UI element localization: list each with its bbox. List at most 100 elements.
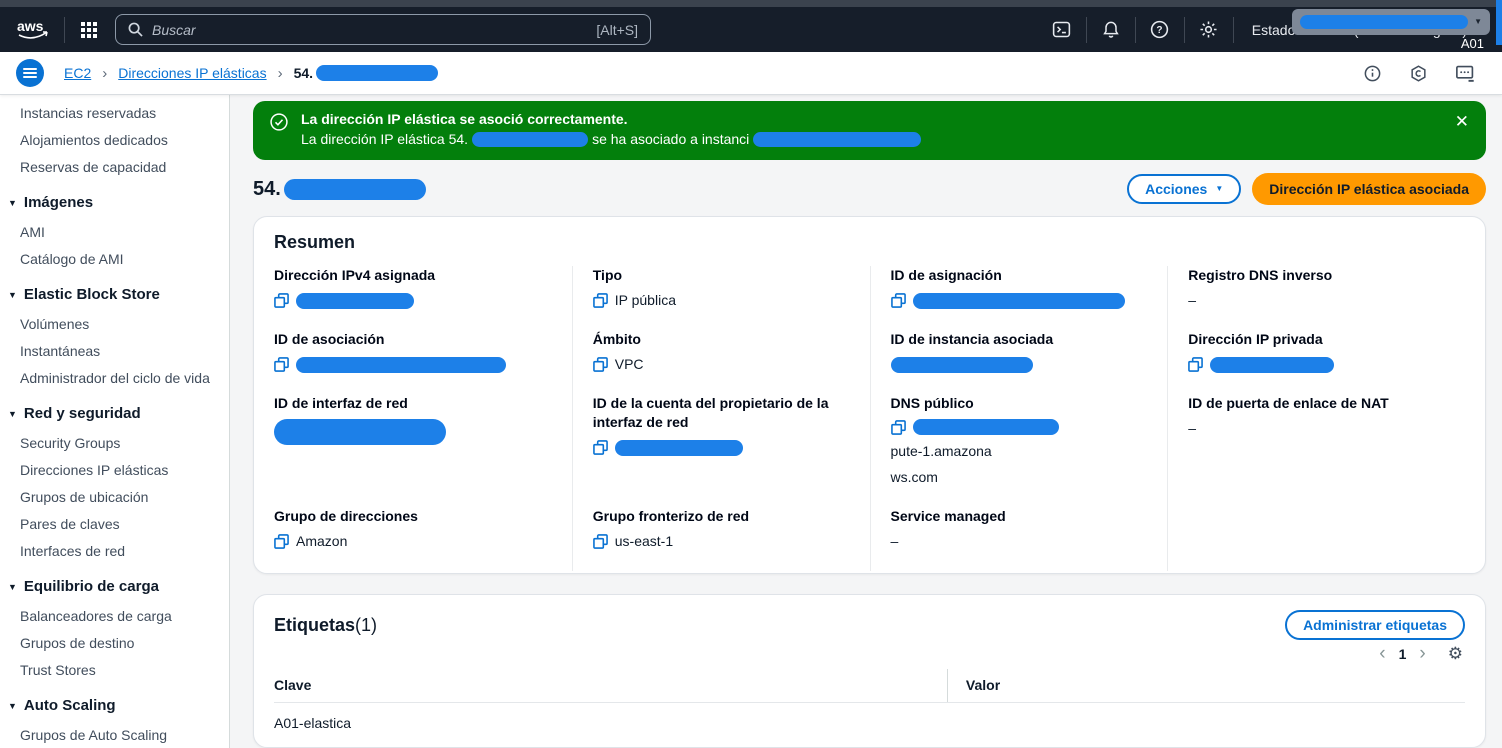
- sidebar-item-security-groups[interactable]: Security Groups: [20, 434, 121, 451]
- svg-text:aws: aws: [17, 18, 44, 34]
- chevron-down-icon: ▼: [8, 290, 17, 300]
- chevron-down-icon: ▼: [1215, 184, 1224, 193]
- copy-icon[interactable]: [274, 534, 289, 549]
- divider: [1183, 16, 1185, 43]
- associated-status-button[interactable]: Dirección IP elástica asociada: [1252, 173, 1486, 205]
- copy-icon[interactable]: [592, 440, 608, 455]
- tags-card: Etiquetas(1) Administrar etiquetas ‹ 1 ›…: [253, 594, 1486, 748]
- sidebar-section-images[interactable]: ▼ Imágenes: [8, 194, 94, 211]
- sidebar-item-reserved-instances[interactable]: Instancias reservadas: [20, 104, 157, 121]
- search-shortcut: [Alt+S]: [596, 21, 638, 38]
- copy-icon[interactable]: [890, 293, 906, 308]
- cloud-hexagon-icon[interactable]: [1409, 64, 1428, 83]
- sidebar-item-key-pairs[interactable]: Pares de claves: [20, 515, 120, 532]
- breadcrumb-link-ec2[interactable]: EC2: [64, 65, 92, 81]
- breadcrumb-current: 54.: [294, 65, 439, 81]
- account-code: A01: [1460, 36, 1484, 51]
- close-icon[interactable]: ✕: [1454, 112, 1469, 131]
- services-grid-icon[interactable]: [77, 21, 101, 39]
- sidebar-item-target-groups[interactable]: Grupos de destino: [20, 634, 135, 651]
- summary-card: Resumen Dirección IPv4 asignada Tipo IP …: [253, 216, 1486, 574]
- sidebar-item-ami-catalog[interactable]: Catálogo de AMI: [20, 250, 124, 267]
- sidebar-item-lifecycle-manager[interactable]: Administrador del ciclo de vida: [20, 369, 210, 386]
- search-input[interactable]: Buscar [Alt+S]: [115, 14, 651, 45]
- redaction-scribble: [283, 178, 426, 200]
- tag-value: [947, 703, 1465, 737]
- page-number[interactable]: 1: [1398, 645, 1407, 662]
- actions-button[interactable]: Acciones ▼: [1127, 174, 1242, 204]
- sidebar-toggle-hamburger-icon[interactable]: [16, 59, 44, 87]
- sidebar-section-load-balancing[interactable]: ▼ Equilibrio de carga: [8, 578, 159, 595]
- tags-table: Clave Valor A01-elastica: [274, 669, 1465, 737]
- sidebar-section-auto-scaling[interactable]: ▼ Auto Scaling: [8, 697, 116, 714]
- redaction-scribble: [296, 356, 506, 373]
- sidebar-item-snapshots[interactable]: Instantáneas: [20, 342, 101, 359]
- chevron-down-icon: ▼: [8, 198, 17, 208]
- sidebar-item-placement-groups[interactable]: Grupos de ubicación: [20, 488, 149, 505]
- table-settings-gear-icon[interactable]: ⚙: [1447, 644, 1463, 663]
- breadcrumb-link-elastic-ips[interactable]: Direcciones IP elásticas: [118, 65, 267, 81]
- redaction-scribble: [1300, 15, 1469, 29]
- divider: [64, 16, 65, 43]
- copy-icon[interactable]: [592, 357, 608, 372]
- redaction-scribble: [753, 132, 922, 147]
- sidebar-item-dedicated-hosts[interactable]: Alojamientos dedicados: [20, 131, 168, 148]
- copy-icon[interactable]: [592, 293, 608, 308]
- redaction-scribble: [274, 419, 446, 445]
- aws-logo[interactable]: aws: [14, 17, 52, 43]
- field-allocation-id: ID de asignación: [869, 266, 1168, 330]
- redaction-scribble: [1210, 356, 1335, 373]
- browser-top-strip: [0, 0, 1502, 7]
- svg-text:?: ?: [1157, 25, 1163, 36]
- sidebar-item-trust-stores[interactable]: Trust Stores: [20, 661, 96, 678]
- table-row: A01-elastica: [274, 703, 1465, 737]
- cloudshell-icon[interactable]: [1050, 19, 1074, 40]
- chevron-down-icon: ▼: [8, 701, 17, 711]
- redaction-scribble: [1496, 0, 1502, 45]
- copy-icon[interactable]: [274, 357, 289, 372]
- tag-key: A01-elastica: [274, 715, 352, 731]
- divider: [1232, 16, 1234, 43]
- ec2-sidebar-nav: Instancias reservadas Alojamientos dedic…: [0, 95, 230, 748]
- sidebar-item-elastic-ips[interactable]: Direcciones IP elásticas: [20, 461, 169, 478]
- redaction-scribble: [614, 439, 743, 456]
- sidebar-item-load-balancers[interactable]: Balanceadores de carga: [20, 607, 172, 624]
- chevron-down-icon: ▼: [8, 582, 17, 592]
- chevron-left-icon[interactable]: ‹: [1379, 643, 1386, 664]
- copy-icon[interactable]: [592, 534, 608, 549]
- chevron-down-icon: ▼: [8, 409, 17, 419]
- copy-icon[interactable]: [890, 419, 906, 435]
- page-title: 54.: [253, 178, 426, 201]
- field-allocated-ipv4: Dirección IPv4 asignada: [274, 266, 572, 330]
- copy-icon[interactable]: [274, 293, 289, 308]
- redaction-scribble: [912, 419, 1059, 435]
- settings-gear-icon[interactable]: [1197, 19, 1221, 40]
- field-nat-gateway-id: ID de puerta de enlace de NAT –: [1167, 394, 1465, 507]
- manage-tags-button[interactable]: Administrar etiquetas: [1285, 610, 1465, 640]
- copy-icon[interactable]: [1188, 357, 1204, 372]
- check-circle-icon: [269, 112, 289, 149]
- field-type: Tipo IP pública: [571, 266, 870, 330]
- top-navigation-bar: aws Buscar [Alt+S] ?: [0, 7, 1502, 52]
- chevron-right-icon[interactable]: ›: [1419, 643, 1426, 664]
- field-associated-instance-id: ID de instancia asociada: [869, 330, 1168, 394]
- column-header-value: Valor: [946, 669, 1465, 702]
- feedback-panel-icon[interactable]: [1455, 64, 1476, 83]
- sidebar-item-volumes[interactable]: Volúmenes: [20, 315, 90, 332]
- notifications-bell-icon[interactable]: [1099, 19, 1123, 40]
- main-content: La dirección IP elástica se asoció corre…: [230, 95, 1502, 748]
- field-service-managed: Service managed –: [869, 507, 1168, 571]
- sidebar-item-auto-scaling-groups[interactable]: Grupos de Auto Scaling: [20, 726, 168, 743]
- field-private-ip: Dirección IP privada: [1167, 330, 1465, 394]
- sidebar-section-network-security[interactable]: ▼ Red y seguridad: [8, 405, 141, 422]
- chevron-down-icon: ▼: [1474, 17, 1482, 26]
- account-menu[interactable]: ▼: [1292, 9, 1490, 35]
- sidebar-item-capacity-reservations[interactable]: Reservas de capacidad: [20, 158, 167, 175]
- redaction-scribble: [890, 356, 1033, 373]
- sidebar-item-ami[interactable]: AMI: [20, 223, 45, 240]
- sidebar-item-network-interfaces[interactable]: Interfaces de red: [20, 542, 126, 559]
- help-icon[interactable]: ?: [1148, 19, 1172, 40]
- info-icon[interactable]: [1363, 64, 1382, 83]
- flash-title: La dirección IP elástica se asoció corre…: [301, 111, 628, 127]
- sidebar-section-ebs[interactable]: ▼ Elastic Block Store: [8, 286, 160, 303]
